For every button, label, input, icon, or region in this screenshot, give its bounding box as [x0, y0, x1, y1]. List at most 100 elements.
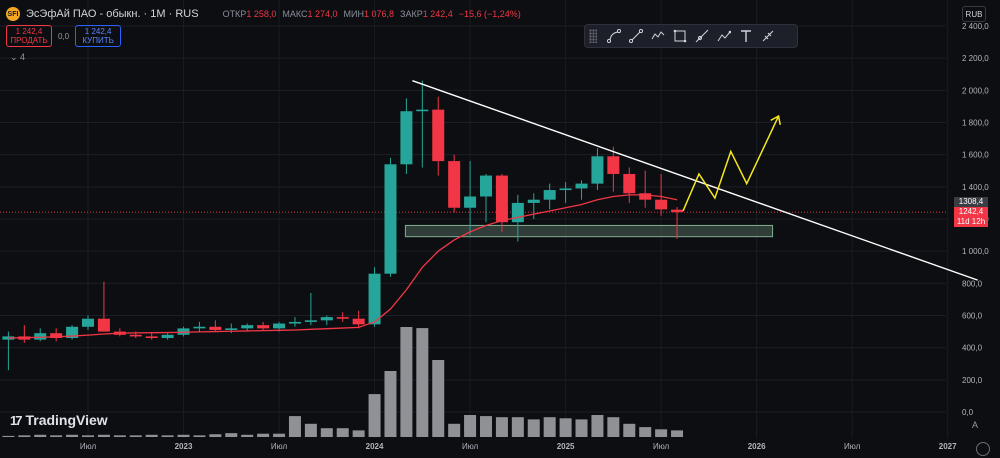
- trendline: [412, 80, 978, 281]
- measure-icon[interactable]: [757, 26, 779, 46]
- currency-selector[interactable]: RUB: [962, 6, 986, 22]
- candle-body: [145, 336, 158, 339]
- candle-body: [639, 193, 652, 200]
- candle-body: [225, 328, 238, 330]
- candle-body: [161, 334, 174, 339]
- x-tick-label: 2026: [748, 442, 766, 451]
- x-tick-label: 2025: [557, 442, 575, 451]
- tradingview-wordmark: TradingView: [25, 412, 108, 428]
- candle-body: [384, 164, 397, 274]
- volume-bar: [400, 327, 413, 437]
- y-tick-label: 1 400,0: [962, 183, 989, 192]
- candle-body: [368, 273, 381, 325]
- volume-bar: [34, 434, 47, 437]
- x-tick-label: 2023: [175, 442, 193, 451]
- y-tick-label: 200,0: [962, 376, 983, 385]
- settings-circle-icon[interactable]: [976, 442, 990, 456]
- path-icon[interactable]: [603, 26, 625, 46]
- volume-bar: [241, 434, 254, 437]
- volume-bar: [543, 417, 556, 437]
- candle-body: [495, 175, 508, 223]
- brush-icon[interactable]: [713, 26, 735, 46]
- volume-bar: [432, 360, 445, 437]
- candle-body: [400, 111, 413, 165]
- tradingview-logo: 17 TradingView: [10, 412, 108, 428]
- volume-bar: [671, 430, 684, 437]
- drawing-toolbar: [584, 24, 798, 48]
- candle-body: [304, 320, 317, 322]
- volume-bar: [177, 434, 190, 437]
- y-tick-label: 1 000,0: [962, 247, 989, 256]
- x-tick-label: 2024: [366, 442, 384, 451]
- y-tick-label: 2 400,0: [962, 22, 989, 31]
- candle-body: [352, 318, 365, 325]
- symbol-header: SFI ЭсЭфАй ПАО - обыкн. · 1М · RUS ОТКР1…: [6, 6, 521, 22]
- candle-body: [480, 175, 492, 197]
- indicators-toggle[interactable]: ⌄ 4: [10, 52, 26, 62]
- candle-body: [193, 326, 206, 329]
- candle-body: [607, 156, 620, 174]
- close-readout: ЗАКР1 242,4: [400, 9, 453, 19]
- candle-body: [527, 199, 540, 203]
- y-tick-label: 600,0: [962, 312, 983, 321]
- volume-bar: [273, 433, 286, 437]
- candle-body: [432, 109, 445, 162]
- volume-bar: [320, 428, 333, 437]
- candle-body: [559, 188, 572, 191]
- candle-body: [448, 161, 461, 208]
- y-tick-label: 1 800,0: [962, 119, 989, 128]
- symbol-title[interactable]: ЭсЭфАй ПАО - обыкн. · 1М · RUS: [26, 8, 199, 20]
- volume-bar: [559, 418, 572, 437]
- candle-body: [209, 326, 222, 330]
- candle-body: [288, 321, 301, 324]
- volume-bar: [304, 423, 317, 437]
- volume-bar: [82, 435, 94, 437]
- candle-body: [416, 109, 429, 112]
- volume-bar: [209, 434, 222, 437]
- sell-button[interactable]: 1 242,4 ПРОДАТЬ: [6, 25, 52, 47]
- polyline-icon[interactable]: [647, 26, 669, 46]
- drag-handle-icon[interactable]: [589, 29, 597, 43]
- volume-bar: [257, 433, 270, 437]
- candle-body: [336, 317, 349, 319]
- rectangle-icon[interactable]: [669, 26, 691, 46]
- y-tick-label: 800,0: [962, 279, 983, 288]
- buy-button[interactable]: 1 242,4 КУПИТЬ: [75, 25, 122, 47]
- volume-bar: [384, 371, 397, 437]
- volume-bar: [464, 415, 477, 437]
- ray-icon[interactable]: [691, 26, 713, 46]
- volume-bar: [655, 429, 668, 437]
- trade-panel: 1 242,4 ПРОДАТЬ 0,0 1 242,4 КУПИТЬ: [6, 25, 122, 47]
- x-tick-label: Июл: [271, 442, 288, 451]
- volume-bar: [97, 434, 110, 437]
- candle-body: [34, 333, 47, 340]
- candle-body: [273, 323, 286, 329]
- sell-price: 1 242,4: [15, 27, 43, 36]
- candle-body: [623, 173, 636, 194]
- volume-bar: [193, 435, 206, 437]
- y-tick-label: 1 600,0: [962, 151, 989, 160]
- candle-body: [511, 202, 524, 223]
- candle-body: [543, 190, 556, 200]
- volume-bar: [288, 416, 301, 437]
- volume-bar: [66, 434, 79, 437]
- volume-bar: [50, 435, 63, 437]
- auto-scale-button[interactable]: A: [971, 420, 978, 430]
- volume-bar: [416, 328, 429, 437]
- text-icon[interactable]: [735, 26, 757, 46]
- countdown-label: 11d 12h: [954, 217, 988, 227]
- line-icon[interactable]: [625, 26, 647, 46]
- volume-bar: [511, 417, 524, 437]
- volume-bar: [639, 427, 652, 437]
- volume-bar: [368, 394, 381, 437]
- volume-bar: [527, 419, 540, 437]
- low-readout: МИН1 076,8: [343, 9, 395, 19]
- volume-bar: [161, 435, 174, 437]
- volume-bar: [495, 417, 508, 437]
- candle-body: [575, 183, 588, 189]
- tradingview-mark: 17: [10, 412, 23, 428]
- sell-label: ПРОДАТЬ: [10, 36, 48, 45]
- candle-body: [655, 199, 668, 210]
- buy-label: КУПИТЬ: [82, 36, 114, 45]
